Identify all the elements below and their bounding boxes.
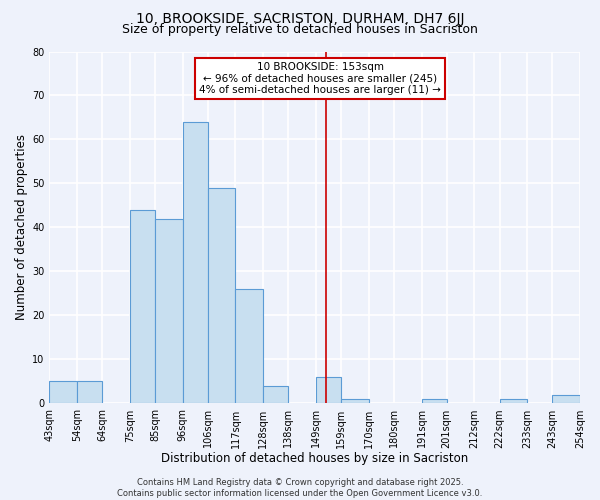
X-axis label: Distribution of detached houses by size in Sacriston: Distribution of detached houses by size … bbox=[161, 452, 469, 465]
Text: Size of property relative to detached houses in Sacriston: Size of property relative to detached ho… bbox=[122, 22, 478, 36]
Bar bbox=[235, 289, 263, 404]
Bar bbox=[155, 218, 182, 404]
Bar bbox=[208, 188, 235, 404]
Bar bbox=[77, 382, 102, 404]
Text: Contains HM Land Registry data © Crown copyright and database right 2025.
Contai: Contains HM Land Registry data © Crown c… bbox=[118, 478, 482, 498]
Y-axis label: Number of detached properties: Number of detached properties bbox=[15, 134, 28, 320]
Bar bbox=[422, 399, 447, 404]
Bar bbox=[500, 399, 527, 404]
Bar bbox=[49, 382, 77, 404]
Bar bbox=[316, 377, 341, 404]
Bar bbox=[341, 399, 369, 404]
Bar bbox=[553, 394, 580, 404]
Bar bbox=[130, 210, 155, 404]
Text: 10 BROOKSIDE: 153sqm
← 96% of detached houses are smaller (245)
4% of semi-detac: 10 BROOKSIDE: 153sqm ← 96% of detached h… bbox=[199, 62, 441, 96]
Text: 10, BROOKSIDE, SACRISTON, DURHAM, DH7 6JJ: 10, BROOKSIDE, SACRISTON, DURHAM, DH7 6J… bbox=[136, 12, 464, 26]
Bar bbox=[263, 386, 288, 404]
Bar bbox=[182, 122, 208, 404]
